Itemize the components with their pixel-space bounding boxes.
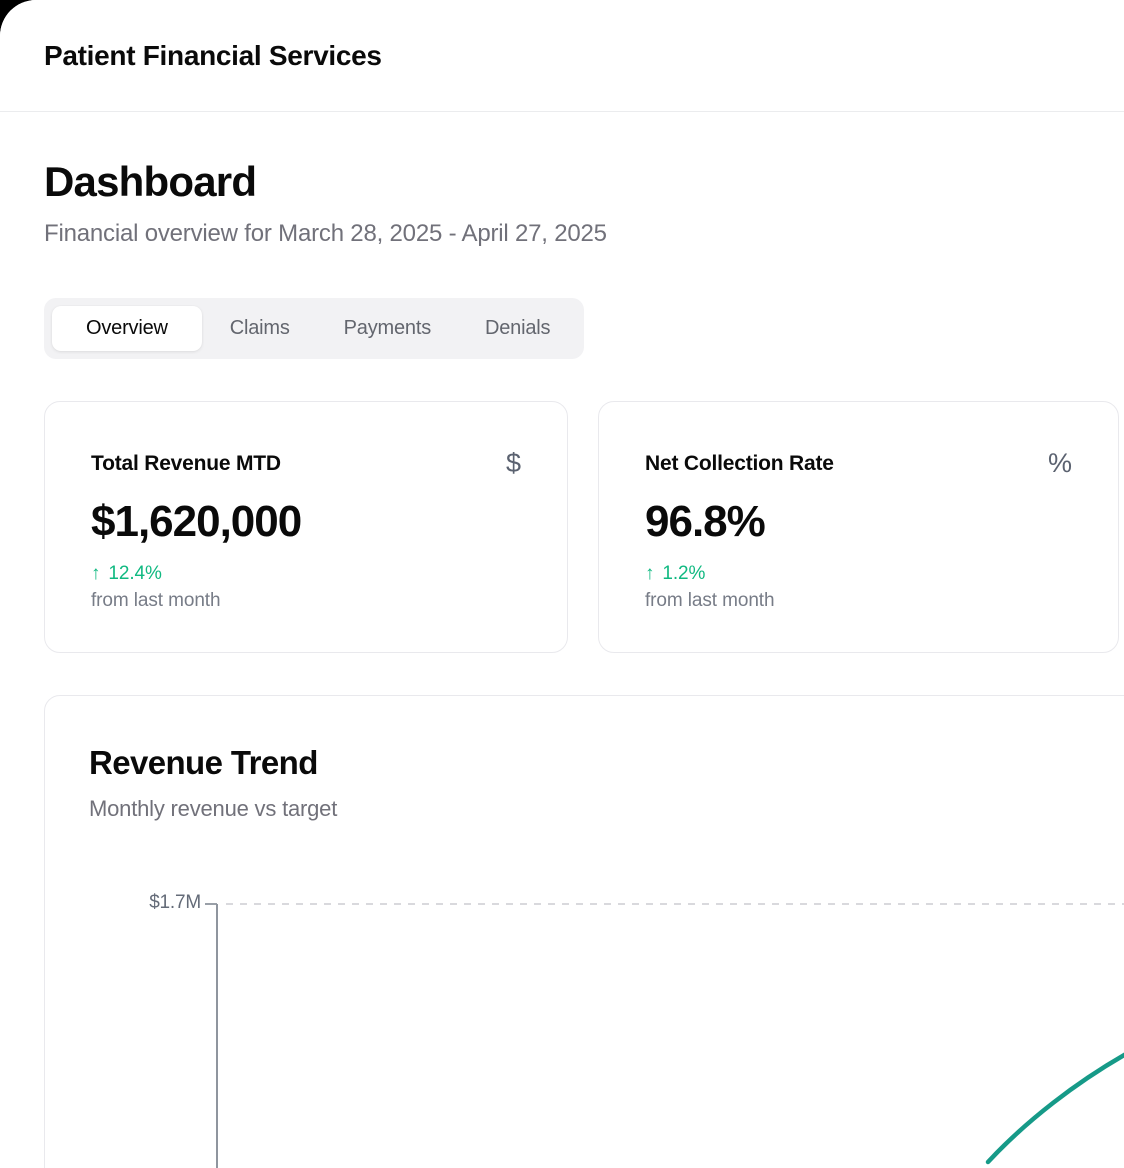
tab-payments[interactable]: Payments [318,306,457,351]
page-title: Dashboard [44,158,257,205]
revenue-line-series [985,1052,1124,1165]
app-title: Patient Financial Services [44,39,382,71]
metric-trend-note: from last month [645,590,775,611]
metric-value: $1,620,000 [91,497,302,546]
metric-label: Net Collection Rate [645,452,834,475]
metric-card-net-collection-rate: Net Collection Rate % 96.8% ↑ 1.2% from l… [598,401,1119,653]
metric-trend: ↑ 1.2% [645,563,1072,585]
metric-card-header: Net Collection Rate % [645,448,1072,478]
trend-up-icon: ↑ [645,563,655,584]
dollar-sign-icon: $ [505,448,521,478]
metric-value: 96.8% [645,497,766,546]
percent-icon: % [1047,448,1072,478]
metric-cards-row: Total Revenue MTD $ $1,620,000 ↑ 12.4% fr… [44,401,1124,653]
chart-title: Revenue Trend [89,744,318,781]
revenue-trend-chart: $1.7M [89,854,1124,1168]
chart-subtitle: Monthly revenue vs target [89,796,338,821]
metric-trend-note: from last month [91,590,221,611]
target-dashed-gridline [226,903,1124,905]
metric-trend: ↑ 12.4% [91,563,521,585]
tab-claims[interactable]: Claims [204,306,316,351]
trend-percent: 1.2% [662,563,706,584]
page-subtitle-date-range: Financial overview for March 28, 2025 - … [44,220,607,247]
trend-percent: 12.4% [108,563,162,584]
main-content: Dashboard Financial overview for March 2… [0,158,1124,1168]
trend-up-icon: ↑ [91,563,101,584]
metric-label: Total Revenue MTD [91,452,281,475]
metric-card-total-revenue: Total Revenue MTD $ $1,620,000 ↑ 12.4% fr… [44,401,568,653]
metric-card-header: Total Revenue MTD $ [91,448,521,478]
y-axis-tick-label: $1.7M [149,892,201,913]
tab-overview[interactable]: Overview [52,306,202,351]
app-header: Patient Financial Services [0,0,1124,112]
tab-bar: Overview Claims Payments Denials [44,298,585,359]
y-axis-line [216,904,218,1168]
revenue-line-path [985,1052,1124,1165]
tab-denials[interactable]: Denials [459,306,576,351]
revenue-trend-card: Revenue Trend Monthly revenue vs target … [44,695,1124,1168]
y-axis-tick-mark [205,903,217,905]
